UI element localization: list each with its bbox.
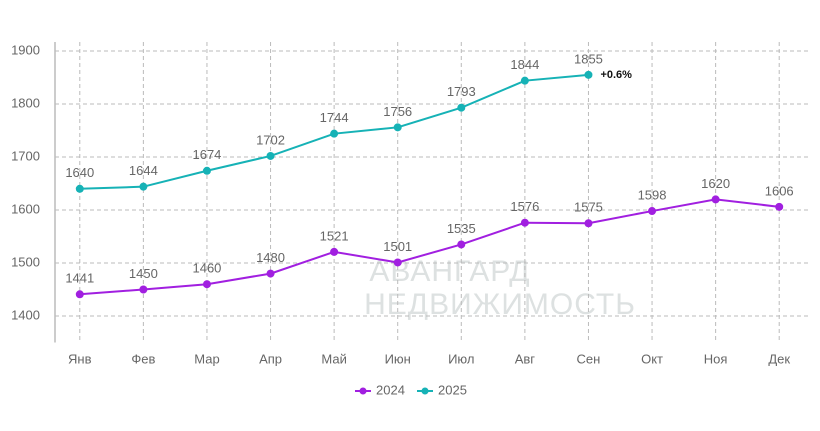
data-label: 1855	[574, 51, 603, 66]
watermark: НЕДВИЖИМОСТЬ	[364, 288, 636, 321]
data-label: 1744	[320, 110, 349, 125]
data-label: 1450	[129, 266, 158, 281]
data-label: 1598	[638, 187, 667, 202]
y-tick-label: 1400	[11, 307, 40, 322]
data-point	[775, 202, 784, 211]
data-point	[584, 70, 593, 79]
x-tick-label: Фев	[131, 351, 155, 366]
data-point	[711, 195, 720, 204]
data-point	[75, 290, 84, 299]
x-tick-label: Май	[321, 351, 346, 366]
data-point	[648, 207, 657, 216]
x-tick-label: Июл	[448, 351, 474, 366]
data-label: 1521	[320, 228, 349, 243]
data-label: 1460	[192, 261, 221, 276]
x-tick-label: Авг	[515, 351, 536, 366]
data-label: 1441	[65, 271, 94, 286]
data-point	[139, 285, 148, 294]
data-point	[457, 240, 466, 249]
y-tick-label: 1600	[11, 201, 40, 216]
data-label: 1535	[447, 221, 476, 236]
data-point	[584, 219, 593, 228]
x-tick-label: Сен	[577, 351, 601, 366]
data-point	[266, 269, 275, 278]
data-point	[393, 123, 402, 132]
x-tick-label: Дек	[768, 351, 790, 366]
data-point	[393, 258, 402, 267]
watermark: АВАНГАРД	[369, 255, 530, 288]
data-point	[520, 218, 529, 227]
x-tick-label: Апр	[259, 351, 282, 366]
y-tick-label: 1800	[11, 95, 40, 110]
data-point	[75, 184, 84, 193]
x-tick-label: Ноя	[704, 351, 728, 366]
data-label: 1674	[192, 147, 221, 162]
data-label: 1620	[701, 176, 730, 191]
x-tick-label: Июн	[385, 351, 411, 366]
data-label: 1702	[256, 132, 285, 147]
data-label: 1793	[447, 84, 476, 99]
y-tick-label: 1900	[11, 42, 40, 57]
data-label: 1480	[256, 250, 285, 265]
y-tick-label: 1500	[11, 254, 40, 269]
data-label: 1640	[65, 165, 94, 180]
data-point	[330, 129, 339, 138]
data-label: 1844	[510, 57, 539, 72]
data-label: 1756	[383, 104, 412, 119]
legend-label: 2025	[438, 382, 467, 397]
data-point	[330, 247, 339, 256]
data-point	[139, 182, 148, 191]
x-tick-label: Мар	[194, 351, 219, 366]
legend-marker	[359, 387, 367, 395]
annotation: +0.6%	[600, 69, 632, 81]
data-label: 1575	[574, 200, 603, 215]
legend-label: 2024	[376, 382, 405, 397]
data-label: 1606	[765, 183, 794, 198]
data-label: 1501	[383, 239, 412, 254]
data-point	[266, 151, 275, 160]
data-point	[520, 76, 529, 85]
data-label: 1644	[129, 163, 158, 178]
x-tick-label: Окт	[641, 351, 663, 366]
data-point	[202, 280, 211, 289]
series-line	[79, 198, 780, 296]
data-point	[457, 103, 466, 112]
y-tick-label: 1700	[11, 148, 40, 163]
data-label: 1576	[510, 199, 539, 214]
legend-marker	[421, 387, 429, 395]
data-point	[202, 166, 211, 175]
x-tick-label: Янв	[68, 351, 92, 366]
